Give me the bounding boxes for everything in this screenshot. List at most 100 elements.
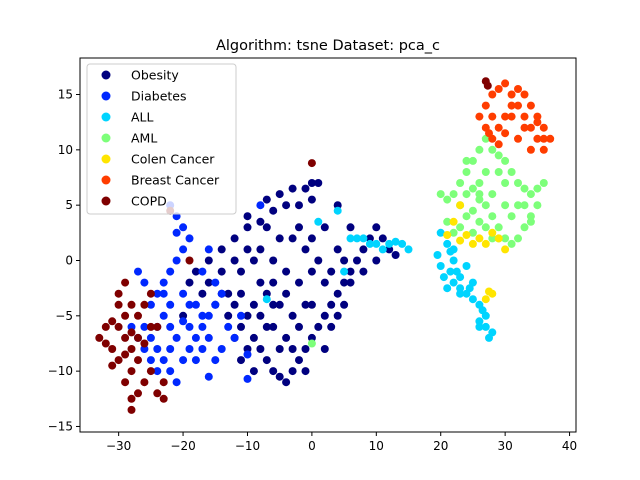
data-point [114, 289, 123, 298]
data-point [243, 311, 252, 320]
data-point [468, 239, 477, 248]
data-point [475, 145, 484, 154]
data-point [443, 284, 452, 293]
data-point [533, 118, 542, 127]
series-breast-cancer [475, 79, 555, 154]
data-point [314, 179, 323, 187]
data-point [365, 234, 374, 243]
data-point [153, 345, 162, 353]
data-point [526, 145, 535, 154]
data-point [121, 311, 130, 320]
data-point [282, 267, 291, 276]
data-point [520, 223, 529, 232]
data-point [327, 322, 336, 331]
data-point [198, 311, 207, 320]
data-point [327, 267, 336, 276]
data-point [475, 234, 484, 243]
data-point [333, 289, 342, 298]
data-point [288, 234, 297, 243]
series-all [262, 206, 497, 342]
data-point [436, 190, 445, 199]
data-point [288, 345, 297, 353]
data-point [127, 328, 136, 337]
data-point [166, 345, 175, 353]
legend-label: COPD [131, 194, 167, 209]
legend-marker [101, 175, 111, 185]
data-point [140, 345, 149, 353]
legend-label: Diabetes [131, 89, 187, 104]
data-point [269, 300, 278, 309]
x-tick-label: 30 [498, 439, 513, 453]
data-point [481, 239, 490, 248]
legend-item: ALL [101, 110, 154, 125]
data-point [140, 322, 149, 331]
data-point [275, 300, 284, 309]
data-point [465, 284, 474, 293]
data-point [243, 245, 252, 254]
data-point [185, 256, 194, 265]
data-point [275, 345, 284, 353]
data-point [494, 123, 503, 132]
data-point [452, 267, 461, 276]
data-point [140, 339, 149, 348]
data-point [526, 190, 535, 199]
data-point [204, 333, 213, 342]
data-point [262, 195, 271, 204]
data-point [134, 311, 142, 320]
data-point [146, 367, 155, 376]
data-point [494, 85, 503, 93]
data-point [488, 228, 497, 237]
data-point [243, 374, 252, 383]
data-point [121, 350, 130, 359]
data-point [468, 295, 477, 304]
data-point [468, 228, 477, 237]
data-point [433, 251, 442, 259]
data-point [204, 278, 213, 287]
data-point [501, 79, 510, 88]
chart-title: Algorithm: tsne Dataset: pca_c [216, 38, 440, 54]
data-point [456, 236, 465, 245]
data-point [359, 245, 368, 254]
data-point [114, 300, 123, 309]
data-point [501, 234, 510, 243]
y-axis: −15 −10 −5 0 5 10 15 [48, 88, 80, 433]
data-point [295, 356, 303, 365]
data-point [456, 289, 465, 298]
data-point [134, 267, 142, 276]
data-point [282, 333, 291, 342]
data-point [475, 217, 484, 226]
data-point [533, 134, 542, 143]
data-point [256, 245, 265, 254]
data-point [539, 123, 548, 132]
data-point [153, 289, 162, 298]
plot-frame [79, 57, 577, 433]
data-point [275, 190, 284, 199]
data-point [507, 168, 516, 176]
data-point [346, 267, 355, 276]
data-point [385, 245, 394, 254]
data-point [494, 140, 503, 149]
data-point [243, 350, 252, 359]
data-point [301, 367, 310, 376]
data-point [198, 345, 207, 353]
legend-label: Obesity [131, 68, 179, 83]
data-point [468, 156, 477, 165]
data-point [262, 356, 271, 365]
data-point [340, 278, 349, 287]
legend-item: Breast Cancer [101, 173, 220, 188]
data-point [507, 112, 516, 121]
data-point [134, 333, 142, 342]
data-point [127, 345, 136, 353]
data-point [159, 278, 168, 287]
legend-item: Colen Cancer [101, 152, 215, 167]
data-point [301, 345, 310, 353]
y-tick-label: −5 [55, 309, 73, 323]
data-point [179, 289, 188, 298]
data-point [353, 256, 361, 265]
data-point [204, 245, 213, 254]
series-aml [307, 134, 548, 348]
data-point [282, 201, 291, 210]
data-point [456, 179, 465, 187]
data-point [404, 245, 413, 254]
